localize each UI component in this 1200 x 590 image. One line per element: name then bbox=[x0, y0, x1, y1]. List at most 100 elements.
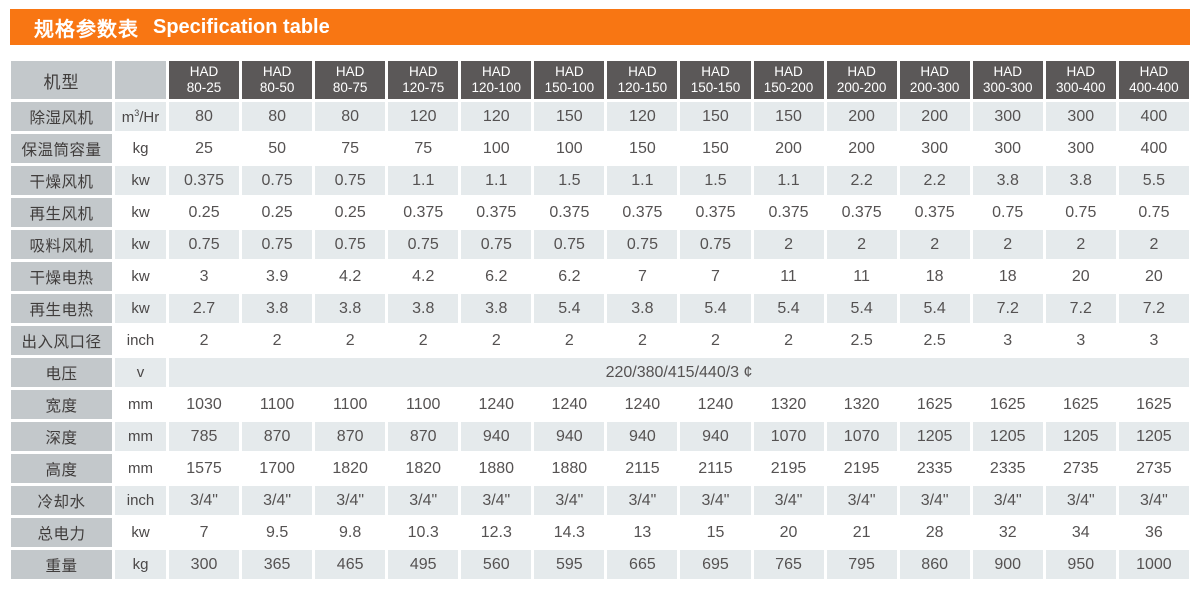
value-cell: 0.375 bbox=[388, 198, 459, 227]
value-cell: 150 bbox=[753, 102, 824, 131]
value-cell: 2.5 bbox=[899, 326, 970, 355]
value-cell: 200 bbox=[826, 134, 897, 163]
model-header-cell: HAD 120-150 bbox=[607, 61, 678, 99]
value-cell: 15 bbox=[680, 518, 751, 547]
value-cell: 950 bbox=[1045, 550, 1116, 579]
value-cell: 1030 bbox=[169, 390, 240, 419]
value-cell: 2.5 bbox=[826, 326, 897, 355]
value-cell: 3/4" bbox=[680, 486, 751, 515]
unit-cell: mm bbox=[115, 454, 166, 483]
value-cell: 75 bbox=[388, 134, 459, 163]
value-cell: 18 bbox=[972, 262, 1043, 291]
row-label-cell: 干燥电热 bbox=[11, 262, 112, 291]
value-cell: 3/4" bbox=[169, 486, 240, 515]
value-cell: 1205 bbox=[972, 422, 1043, 451]
model-header-cell: HAD 120-75 bbox=[388, 61, 459, 99]
value-cell: 0.75 bbox=[242, 166, 313, 195]
row-label-cell: 冷却水 bbox=[11, 486, 112, 515]
model-header-cell: HAD 80-25 bbox=[169, 61, 240, 99]
value-cell: 32 bbox=[972, 518, 1043, 547]
value-cell: 12.3 bbox=[461, 518, 532, 547]
value-cell: 3 bbox=[1118, 326, 1189, 355]
value-cell: 3.8 bbox=[972, 166, 1043, 195]
spec-table: 机型 HAD 80-25 HAD 80-50 HAD 80-75 HAD 120-75 HAD 12… bbox=[8, 58, 1192, 582]
value-cell: 1205 bbox=[1118, 422, 1189, 451]
value-cell: 3/4" bbox=[534, 486, 605, 515]
value-cell: 495 bbox=[388, 550, 459, 579]
value-cell: 0.375 bbox=[607, 198, 678, 227]
row-label-cell: 再生风机 bbox=[11, 198, 112, 227]
value-cell: 1820 bbox=[315, 454, 386, 483]
value-cell: 5.4 bbox=[899, 294, 970, 323]
value-cell: 100 bbox=[534, 134, 605, 163]
value-cell: 9.5 bbox=[242, 518, 313, 547]
model-header-cell: HAD 200-200 bbox=[826, 61, 897, 99]
value-cell: 1625 bbox=[899, 390, 970, 419]
corner-header-model: 机型 bbox=[11, 61, 112, 99]
value-cell: 5.4 bbox=[826, 294, 897, 323]
value-cell: 3.9 bbox=[242, 262, 313, 291]
value-cell: 20 bbox=[1118, 262, 1189, 291]
value-cell: 1820 bbox=[388, 454, 459, 483]
value-cell: 5.5 bbox=[1118, 166, 1189, 195]
value-cell: 3 bbox=[1045, 326, 1116, 355]
unit-cell: mm bbox=[115, 422, 166, 451]
value-cell: 2115 bbox=[680, 454, 751, 483]
value-cell: 0.75 bbox=[242, 230, 313, 259]
value-cell: 2335 bbox=[972, 454, 1043, 483]
value-cell: 5.4 bbox=[753, 294, 824, 323]
table-row: 出入风口径 inch 2 2 2 2 2 2 2 2 2 2.5 2.5 3 3 3 bbox=[11, 326, 1189, 355]
value-cell: 860 bbox=[899, 550, 970, 579]
value-cell: 3.8 bbox=[388, 294, 459, 323]
value-cell: 2195 bbox=[753, 454, 824, 483]
value-cell: 1240 bbox=[534, 390, 605, 419]
table-row: 重量 kg 300 365 465 495 560 595 665 695 765 795 860 900… bbox=[11, 550, 1189, 579]
value-cell: 9.8 bbox=[315, 518, 386, 547]
value-cell: 300 bbox=[972, 102, 1043, 131]
value-cell: 1100 bbox=[388, 390, 459, 419]
value-cell: 3/4" bbox=[1045, 486, 1116, 515]
model-header-cell: HAD 300-400 bbox=[1045, 61, 1116, 99]
unit-cell: m3/Hr bbox=[115, 102, 166, 131]
value-cell: 100 bbox=[461, 134, 532, 163]
value-cell: 1100 bbox=[242, 390, 313, 419]
row-label-cell: 除湿风机 bbox=[11, 102, 112, 131]
model-header-cell: HAD 150-200 bbox=[753, 61, 824, 99]
section-title-zh: 规格参数表 bbox=[34, 18, 139, 41]
value-cell: 2 bbox=[461, 326, 532, 355]
value-cell: 870 bbox=[315, 422, 386, 451]
unit-cell: kw bbox=[115, 230, 166, 259]
value-cell: 7.2 bbox=[1045, 294, 1116, 323]
value-cell: 2735 bbox=[1118, 454, 1189, 483]
value-cell: 2.2 bbox=[899, 166, 970, 195]
value-cell: 1.1 bbox=[461, 166, 532, 195]
unit-cell: kw bbox=[115, 518, 166, 547]
table-row: 保温筒容量 kg 25 50 75 75 100 100 150 150 200 200 300 300 3… bbox=[11, 134, 1189, 163]
value-cell: 0.25 bbox=[242, 198, 313, 227]
value-cell: 80 bbox=[242, 102, 313, 131]
value-cell: 2 bbox=[899, 230, 970, 259]
unit-cell: mm bbox=[115, 390, 166, 419]
value-cell: 3 bbox=[972, 326, 1043, 355]
model-header-cell: HAD 120-100 bbox=[461, 61, 532, 99]
table-row: 电压 v 220/380/415/440/3 ¢ bbox=[11, 358, 1189, 387]
value-cell: 6.2 bbox=[534, 262, 605, 291]
value-cell: 7.2 bbox=[972, 294, 1043, 323]
value-cell: 0.375 bbox=[169, 166, 240, 195]
unit-column-header bbox=[115, 61, 166, 99]
unit-cell: kw bbox=[115, 166, 166, 195]
table-row: 干燥电热 kw 3 3.9 4.2 4.2 6.2 6.2 7 7 11 11 18 18 20 20 bbox=[11, 262, 1189, 291]
unit-cell: v bbox=[115, 358, 166, 387]
value-cell: 20 bbox=[1045, 262, 1116, 291]
value-cell: 0.75 bbox=[680, 230, 751, 259]
value-cell: 4.2 bbox=[315, 262, 386, 291]
value-cell: 795 bbox=[826, 550, 897, 579]
value-cell: 3/4" bbox=[461, 486, 532, 515]
row-label-cell: 再生电热 bbox=[11, 294, 112, 323]
value-cell: 0.25 bbox=[169, 198, 240, 227]
model-header-row: 机型 HAD 80-25 HAD 80-50 HAD 80-75 HAD 120-75 HAD 12… bbox=[11, 61, 1189, 99]
unit-cell: kw bbox=[115, 262, 166, 291]
value-cell: 0.375 bbox=[534, 198, 605, 227]
value-cell: 2195 bbox=[826, 454, 897, 483]
